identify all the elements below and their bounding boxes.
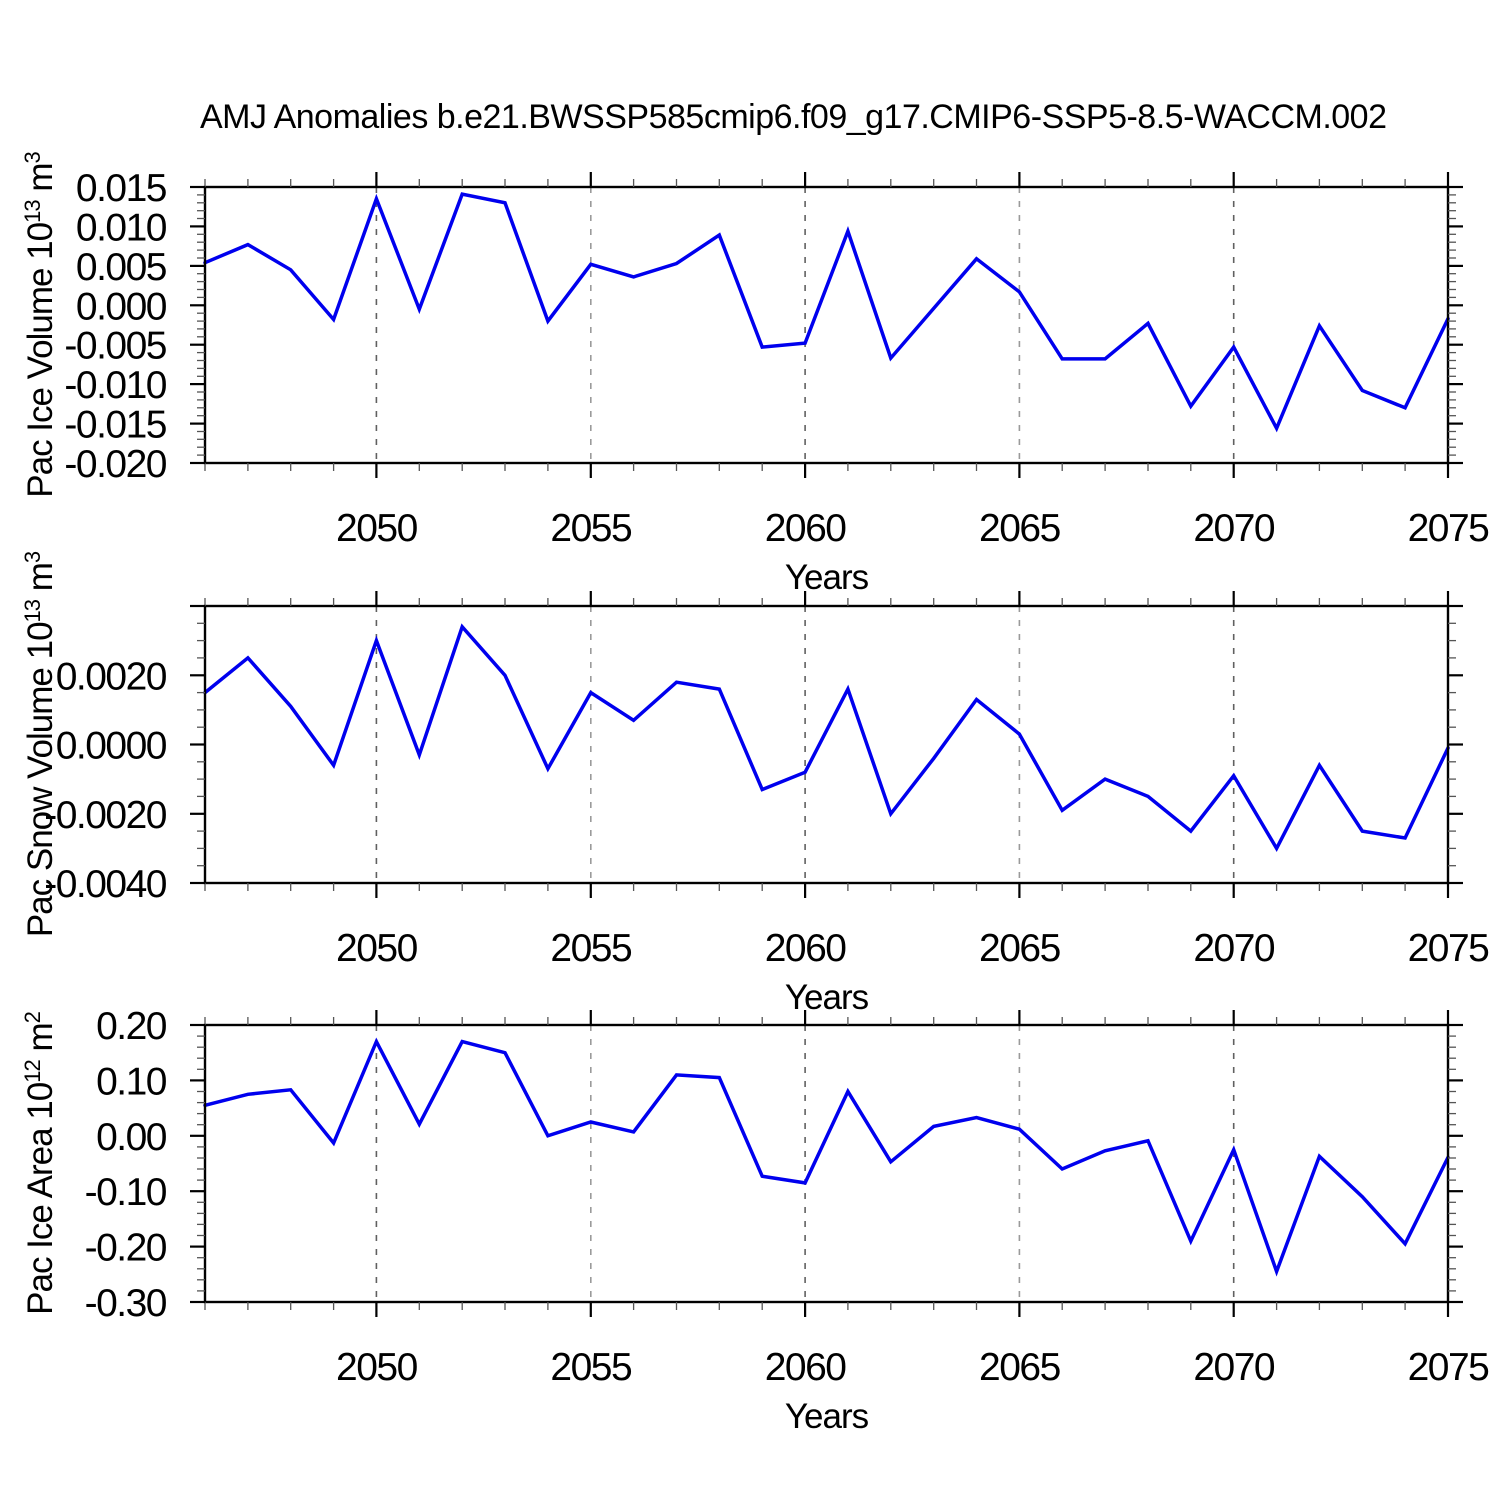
- panel-pac-snow-volume-y-tick-label: -0.0040: [44, 863, 167, 906]
- panel-pac-ice-volume-y-tick-label: 0.005: [76, 246, 167, 289]
- panel-pac-ice-area-y-axis-title: Pac Ice Area 1012 m2: [20, 1011, 60, 1314]
- panel-pac-snow-volume-x-tick-label: 2075: [1408, 927, 1490, 970]
- panel-pac-ice-area: 2050 2055 2060 2065 2070 2075 0.20 0.10 0.00 -0.1…: [20, 1005, 1491, 1436]
- panel-pac-ice-area-x-tick-label: 2060: [765, 1346, 847, 1389]
- panel-pac-snow-volume-y-axis-title: Pac Snow Volume 1013 m3: [20, 551, 60, 937]
- panel-pac-snow-volume-y-tick-label: 0.0020: [56, 655, 167, 698]
- panel-pac-ice-volume-x-tick-label: 2050: [336, 507, 418, 550]
- panel-pac-ice-volume-y-tick-label: -0.020: [64, 443, 166, 486]
- panel-pac-ice-area-x-tick-label: 2075: [1408, 1346, 1490, 1389]
- panel-pac-ice-area-y-tick-label: -0.30: [85, 1282, 167, 1325]
- panel-pac-snow-volume-x-tick-label: 2060: [765, 927, 847, 970]
- panel-pac-ice-volume-x-tick-label: 2055: [550, 507, 632, 550]
- panel-pac-ice-volume-x-tick-label: 2065: [979, 507, 1061, 550]
- panel-pac-snow-volume-x-tick-label: 2065: [979, 927, 1061, 970]
- panel-pac-ice-volume-x-tick-label: 2075: [1408, 507, 1490, 550]
- panel-pac-ice-volume: 2050 2055 2060 2065 2070 2075 0.0150.0100.0050…: [20, 152, 1491, 597]
- panel-pac-ice-volume-x-tick-label: 2060: [765, 507, 847, 550]
- panel-pac-snow-volume-data-line: [203, 623, 1450, 853]
- panel-pac-ice-area-data-line: [203, 1037, 1450, 1277]
- panel-pac-ice-area-x-tick-label: 2055: [550, 1346, 632, 1389]
- panel-pac-snow-volume-x-tick-label: 2050: [336, 927, 418, 970]
- panel-pac-ice-area-y-tick-label: 0.00: [96, 1116, 167, 1159]
- panel-pac-snow-volume-y-tick-label: -0.0020: [44, 794, 167, 837]
- panel-pac-ice-area-border: [203, 1023, 1450, 1304]
- panel-pac-snow-volume-x-axis-title: Years: [785, 978, 869, 1017]
- panel-pac-ice-area-y-tick-label: -0.10: [85, 1171, 167, 1214]
- panel-pac-ice-area-x-tick-label: 2065: [979, 1346, 1061, 1389]
- panel-pac-ice-volume-y-tick-label: -0.010: [64, 364, 166, 407]
- panel-pac-ice-volume-y-tick-label: 0.010: [76, 206, 167, 249]
- panel-pac-ice-area-y-tick-label: -0.20: [85, 1227, 167, 1270]
- panel-pac-ice-volume-y-tick-label: 0.015: [76, 167, 167, 210]
- panel-pac-ice-volume-x-tick-label: 2070: [1193, 507, 1275, 550]
- panel-pac-snow-volume-x-tick-label: 2055: [550, 927, 632, 970]
- panel-pac-ice-volume-border: [203, 185, 1450, 465]
- panel-pac-ice-volume-data-line: [203, 192, 1450, 433]
- panel-pac-ice-volume-y-tick-label: 0.000: [76, 285, 167, 328]
- panel-pac-ice-area-y-tick-label: 0.10: [96, 1060, 167, 1103]
- panel-pac-snow-volume-y-tick-label: 0.0000: [56, 725, 167, 768]
- chart-title: AMJ Anomalies b.e21.BWSSP585cmip6.f09_g1…: [200, 98, 1387, 136]
- panel-pac-snow-volume: 2050 2055 2060 2065 2070 2075 0.0020 0.0000 -0.0…: [20, 551, 1491, 1017]
- panel-pac-ice-volume-y-axis-title: Pac Ice Volume 1013 m3: [20, 152, 60, 498]
- panel-pac-ice-volume-y-tick-label: -0.005: [64, 325, 166, 368]
- panel-pac-ice-area-x-tick-label: 2070: [1193, 1346, 1275, 1389]
- panel-pac-ice-area-x-axis-title: Years: [785, 1397, 869, 1436]
- panel-pac-ice-volume-y-tick-label: -0.015: [64, 404, 166, 447]
- panel-pac-ice-area-x-tick-label: 2050: [336, 1346, 418, 1389]
- panel-pac-ice-area-y-tick-label: 0.20: [96, 1005, 167, 1048]
- panel-pac-snow-volume-x-tick-label: 2070: [1193, 927, 1275, 970]
- panel-pac-ice-volume-x-axis-title: Years: [785, 558, 869, 597]
- panel-pac-snow-volume-border: [203, 604, 1450, 885]
